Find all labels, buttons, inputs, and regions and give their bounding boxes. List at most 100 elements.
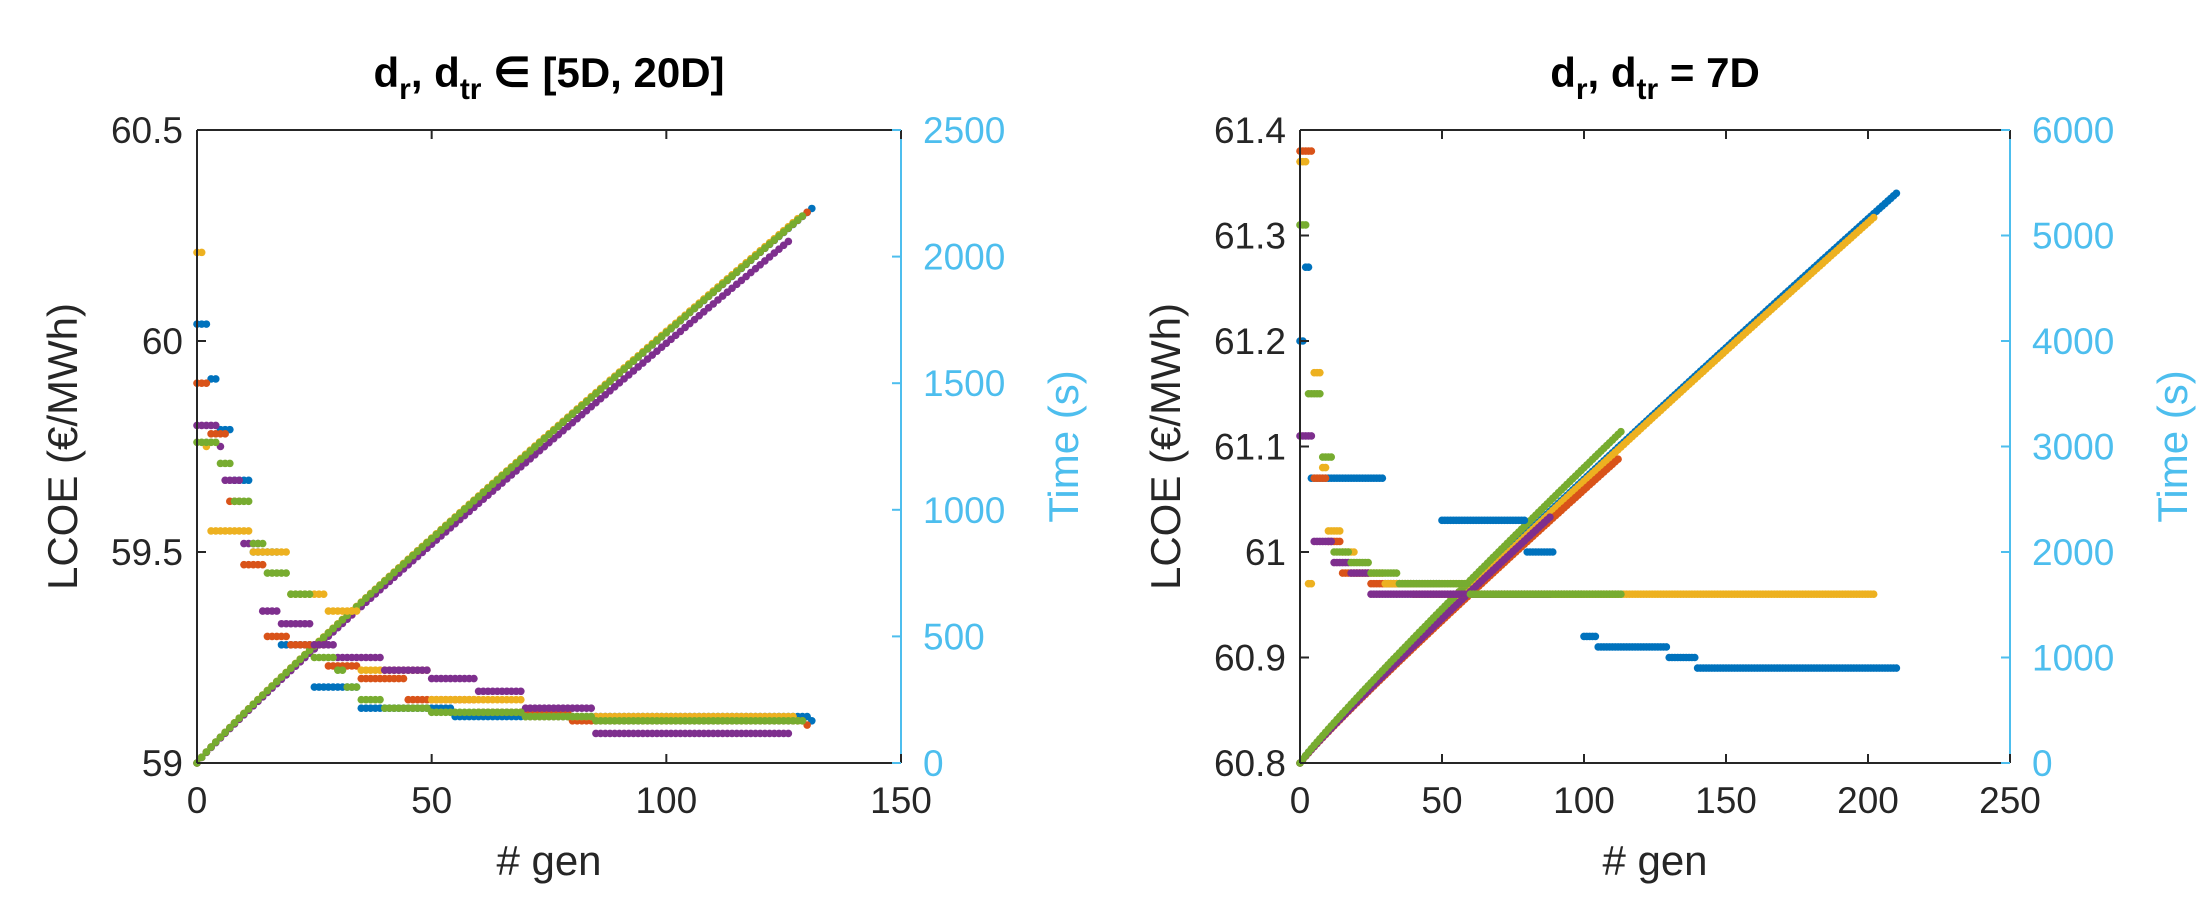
x-tick-label: 100	[635, 780, 697, 821]
x-tick-label: 50	[411, 780, 452, 821]
lcoe-point	[1307, 579, 1316, 588]
time-point	[226, 723, 234, 732]
time-point	[263, 686, 272, 695]
lcoe-series-4	[193, 421, 793, 738]
y-right-tick-label: 1000	[923, 490, 1005, 531]
chart-title: dr, dtr = 7D	[1550, 49, 1760, 106]
y-right-tick-label: 0	[923, 743, 944, 784]
lcoe-point	[399, 674, 408, 683]
lcoe-point	[226, 459, 234, 468]
lcoe-point	[1316, 368, 1324, 377]
lcoe-point	[1335, 537, 1344, 546]
lcoe-point	[1344, 548, 1353, 556]
lcoe-point	[1548, 548, 1557, 556]
lcoe-point	[1662, 643, 1671, 651]
lcoe-point	[221, 430, 229, 438]
chart-panel-right: 0 50 100 150 200 250 60.8 60.9 61 61.1 61.2 61.3 61.…	[1142, 49, 2196, 884]
y-left-tick-label: 60.5	[111, 110, 183, 151]
lcoe-point	[329, 653, 337, 662]
lcoe-point	[1307, 147, 1316, 155]
x-tick-label: 100	[1553, 780, 1615, 821]
time-point	[230, 719, 239, 727]
lcoe-point	[1350, 548, 1358, 556]
time-point	[1869, 213, 1878, 222]
lcoe-point	[211, 375, 220, 383]
time-point	[216, 733, 225, 742]
lcoe-point	[1301, 221, 1310, 229]
time-series-5	[1296, 427, 1625, 767]
y-right-tick-label: 500	[923, 616, 985, 657]
lcoe-point	[319, 590, 328, 598]
title-part-base: d	[1550, 49, 1576, 96]
lcoe-point	[258, 539, 267, 548]
time-point	[211, 738, 220, 746]
lcoe-point	[338, 666, 347, 674]
time-point	[254, 695, 262, 704]
lcoe-point	[587, 704, 596, 712]
lcoe-point	[517, 695, 525, 704]
time-point	[240, 709, 248, 718]
lcoe-point	[1869, 590, 1878, 598]
lcoe-point	[1307, 432, 1316, 440]
lcoe-point	[258, 560, 267, 569]
time-point	[277, 673, 286, 681]
y-right-tick-label: 3000	[2032, 427, 2114, 468]
lcoe-point	[352, 683, 361, 691]
title-part-mid: , d	[1588, 49, 1637, 96]
lcoe-series-2	[1296, 147, 1622, 598]
x-tick-label: 200	[1837, 780, 1899, 821]
time-series-3	[1296, 455, 1622, 767]
y-right-tick-label: 1000	[2032, 638, 2114, 679]
lcoe-point	[1892, 664, 1901, 672]
y-left-axis-label: LCOE (€/MWh)	[1142, 303, 1189, 590]
time-point	[197, 753, 206, 762]
lcoe-point	[244, 476, 253, 485]
lcoe-point	[376, 653, 384, 662]
lcoe-point	[272, 607, 281, 615]
y-right-tick-label: 4000	[2032, 321, 2114, 362]
title-part-mid: , d	[411, 49, 460, 96]
x-tick-label: 50	[1421, 780, 1462, 821]
lcoe-point	[305, 590, 314, 598]
lcoe-point	[282, 569, 290, 577]
y-left-tick-label: 61.4	[1214, 110, 1286, 151]
lcoe-point	[352, 607, 361, 615]
x-tick-label: 0	[187, 780, 208, 821]
lcoe-point	[517, 687, 525, 696]
title-part-sub2: tr	[1637, 73, 1659, 106]
title-part-base: d	[373, 49, 399, 96]
title-part-rest: ∈ [5D, 20D]	[481, 49, 724, 96]
y-right-tick-label: 6000	[2032, 110, 2114, 151]
y-left-axis-label: LCOE (€/MWh)	[39, 303, 86, 590]
lcoe-point	[202, 320, 211, 328]
lcoe-point	[1321, 474, 1330, 482]
chart-title: dr, dtr ∈ [5D, 20D]	[373, 49, 724, 106]
lcoe-point	[1335, 527, 1344, 535]
time-point	[221, 728, 229, 737]
time-point	[784, 237, 793, 246]
x-axis-label: # gen	[1602, 837, 1707, 884]
lcoe-point	[329, 641, 337, 649]
lcoe-point	[244, 497, 253, 506]
x-tick-label: 150	[870, 780, 932, 821]
y-left-tick-label: 60.9	[1214, 638, 1286, 679]
y-right-axis-label: Time (s)	[1040, 370, 1087, 522]
time-point	[207, 743, 215, 751]
time-point	[249, 700, 258, 709]
lcoe-point	[235, 476, 244, 485]
y-right-tick-label: 2000	[923, 237, 1005, 278]
lcoe-point	[784, 729, 793, 738]
lcoe-point	[1304, 263, 1313, 271]
lcoe-series-5	[1296, 221, 1625, 598]
y-left-tick-label: 61.2	[1214, 321, 1286, 362]
lcoe-point	[197, 248, 206, 257]
y-right-tick-label: 5000	[2032, 216, 2114, 257]
title-part-sub2: tr	[460, 73, 482, 106]
y-left-tick-label: 59.5	[111, 532, 183, 573]
time-point	[798, 212, 807, 220]
lcoe-point	[1617, 590, 1625, 598]
time-point	[258, 691, 267, 699]
lcoe-point	[376, 695, 384, 704]
time-point	[235, 714, 244, 723]
lcoe-point	[1301, 157, 1310, 166]
